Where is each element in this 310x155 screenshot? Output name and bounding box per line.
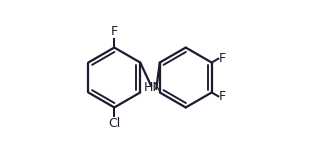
Text: Cl: Cl — [108, 117, 120, 130]
Text: F: F — [219, 90, 226, 103]
Text: HN: HN — [144, 81, 163, 94]
Text: F: F — [219, 52, 226, 65]
Text: F: F — [111, 25, 118, 38]
